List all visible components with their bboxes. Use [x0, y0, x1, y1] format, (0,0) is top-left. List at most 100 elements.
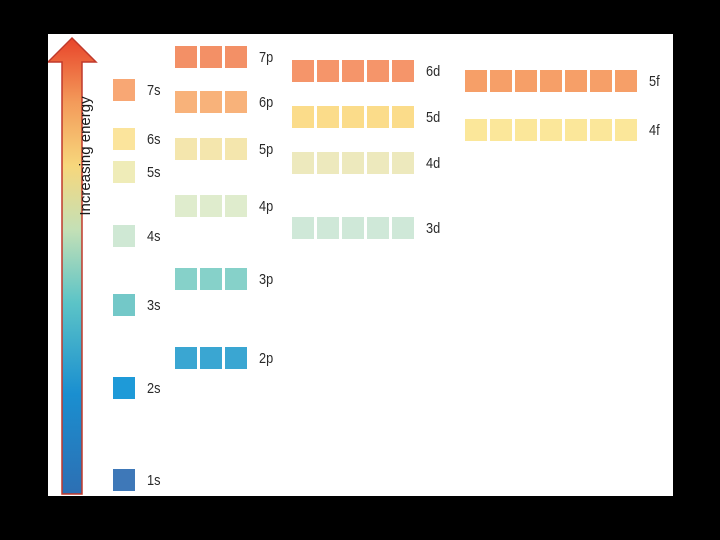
- orbital-box: [175, 268, 197, 290]
- orbital-label: 6d: [426, 62, 441, 80]
- orbital-boxes: [175, 138, 247, 160]
- orbital-box: [342, 106, 364, 128]
- orbital-box: [292, 106, 314, 128]
- orbital-boxes: [175, 91, 247, 113]
- orbital-box: [225, 46, 247, 68]
- orbital-boxes: [113, 79, 135, 101]
- orbital-box: [342, 217, 364, 239]
- orbital-boxes: [465, 119, 637, 141]
- orbital-2p: 2p: [175, 347, 276, 369]
- orbital-label: 6s: [147, 130, 161, 148]
- orbital-6p: 6p: [175, 91, 276, 113]
- orbital-label: 3d: [426, 219, 441, 237]
- orbital-box: [317, 106, 339, 128]
- orbital-box: [225, 268, 247, 290]
- orbital-6s: 6s: [113, 128, 163, 150]
- orbital-boxes: [292, 217, 414, 239]
- orbital-boxes: [113, 377, 135, 399]
- orbital-box: [200, 91, 222, 113]
- orbital-box: [113, 79, 135, 101]
- orbital-box: [317, 60, 339, 82]
- energy-axis-label: Increasing energy: [77, 96, 94, 216]
- orbital-boxes: [292, 60, 414, 82]
- orbital-box: [465, 119, 487, 141]
- orbital-box: [342, 152, 364, 174]
- orbital-box: [200, 46, 222, 68]
- orbital-box: [392, 152, 414, 174]
- orbital-box: [590, 70, 612, 92]
- orbital-4s: 4s: [113, 225, 163, 247]
- orbital-box: [175, 138, 197, 160]
- orbital-box: [590, 119, 612, 141]
- orbital-label: 3p: [259, 270, 274, 288]
- orbital-box: [392, 60, 414, 82]
- orbital-3d: 3d: [292, 217, 443, 239]
- orbital-4d: 4d: [292, 152, 443, 174]
- orbital-boxes: [175, 195, 247, 217]
- orbital-label: 5p: [259, 140, 274, 158]
- orbital-box: [540, 70, 562, 92]
- orbital-5s: 5s: [113, 161, 163, 183]
- orbital-box: [392, 217, 414, 239]
- orbital-box: [565, 119, 587, 141]
- orbital-boxes: [113, 469, 135, 491]
- orbital-box: [113, 469, 135, 491]
- orbital-box: [113, 225, 135, 247]
- orbital-box: [200, 347, 222, 369]
- orbital-box: [490, 70, 512, 92]
- orbital-label: 5d: [426, 108, 441, 126]
- orbital-box: [225, 91, 247, 113]
- orbital-box: [540, 119, 562, 141]
- orbital-box: [615, 70, 637, 92]
- orbital-7s: 7s: [113, 79, 163, 101]
- orbital-box: [367, 217, 389, 239]
- orbital-label: 1s: [147, 471, 161, 489]
- orbital-energy-diagram: Increasing energy 1s 2s 2p 3s 3p 3d 4s 4…: [48, 34, 673, 496]
- orbital-5d: 5d: [292, 106, 443, 128]
- orbital-box: [113, 128, 135, 150]
- orbital-label: 4f: [649, 121, 660, 139]
- orbital-boxes: [175, 46, 247, 68]
- orbital-box: [200, 138, 222, 160]
- orbital-box: [465, 70, 487, 92]
- orbital-box: [367, 60, 389, 82]
- orbital-7p: 7p: [175, 46, 276, 68]
- orbital-box: [565, 70, 587, 92]
- orbital-3s: 3s: [113, 294, 163, 316]
- orbital-boxes: [113, 225, 135, 247]
- orbital-boxes: [292, 106, 414, 128]
- orbital-box: [615, 119, 637, 141]
- orbital-box: [292, 152, 314, 174]
- orbital-box: [113, 161, 135, 183]
- orbital-4f: 4f: [465, 119, 662, 141]
- orbital-5p: 5p: [175, 138, 276, 160]
- orbital-box: [175, 91, 197, 113]
- orbital-boxes: [292, 152, 414, 174]
- orbital-boxes: [175, 268, 247, 290]
- orbital-boxes: [113, 128, 135, 150]
- orbital-label: 4s: [147, 227, 161, 245]
- orbital-2s: 2s: [113, 377, 163, 399]
- orbital-boxes: [465, 70, 637, 92]
- orbital-4p: 4p: [175, 195, 276, 217]
- orbital-box: [317, 152, 339, 174]
- orbital-box: [515, 70, 537, 92]
- orbital-box: [113, 377, 135, 399]
- orbital-box: [200, 268, 222, 290]
- orbital-label: 2s: [147, 379, 161, 397]
- orbital-box: [225, 195, 247, 217]
- orbital-box: [225, 138, 247, 160]
- orbital-box: [490, 119, 512, 141]
- orbital-5f: 5f: [465, 70, 662, 92]
- orbital-box: [342, 60, 364, 82]
- orbital-box: [175, 347, 197, 369]
- orbital-boxes: [113, 294, 135, 316]
- orbital-box: [292, 60, 314, 82]
- orbital-box: [175, 195, 197, 217]
- orbital-box: [317, 217, 339, 239]
- orbital-boxes: [113, 161, 135, 183]
- orbital-boxes: [175, 347, 247, 369]
- orbital-box: [292, 217, 314, 239]
- orbital-box: [200, 195, 222, 217]
- orbital-box: [225, 347, 247, 369]
